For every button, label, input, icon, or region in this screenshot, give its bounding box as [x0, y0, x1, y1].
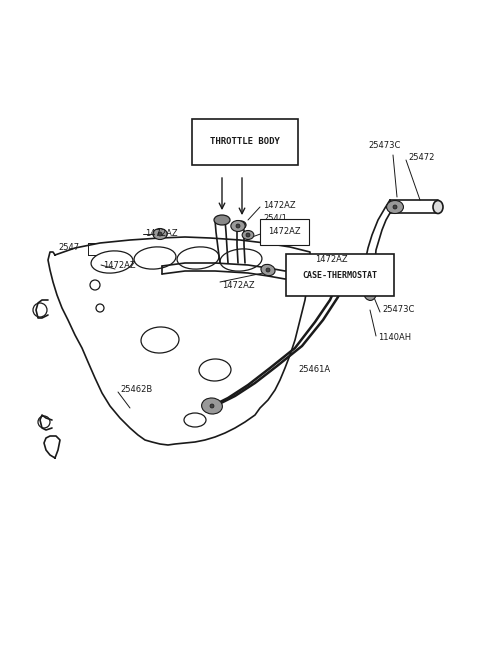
Circle shape — [298, 266, 302, 270]
Circle shape — [368, 290, 372, 294]
Text: 25462B: 25462B — [120, 386, 152, 394]
Ellipse shape — [293, 262, 307, 273]
Ellipse shape — [433, 200, 443, 214]
Text: 2547: 2547 — [58, 244, 79, 252]
Text: 25473C: 25473C — [382, 306, 414, 315]
Text: 254/1: 254/1 — [263, 214, 287, 223]
Circle shape — [393, 205, 397, 209]
Text: 25472: 25472 — [408, 154, 434, 162]
Circle shape — [236, 224, 240, 228]
Ellipse shape — [386, 200, 404, 214]
Ellipse shape — [261, 264, 275, 276]
Ellipse shape — [202, 398, 222, 414]
Ellipse shape — [231, 221, 245, 231]
Text: 1140AH: 1140AH — [378, 334, 411, 342]
Circle shape — [266, 268, 270, 272]
Text: 1472AZ: 1472AZ — [103, 260, 136, 269]
Ellipse shape — [236, 221, 246, 229]
Text: 1472AZ: 1472AZ — [315, 256, 348, 265]
Circle shape — [246, 233, 250, 237]
Text: CASE-THERMOSTAT: CASE-THERMOSTAT — [302, 271, 377, 279]
Ellipse shape — [153, 229, 167, 240]
Text: 25473C: 25473C — [368, 141, 400, 150]
Text: THROTTLE BODY: THROTTLE BODY — [210, 137, 280, 147]
Ellipse shape — [363, 284, 376, 300]
Circle shape — [158, 232, 162, 236]
Text: 1472AZ: 1472AZ — [145, 229, 178, 237]
Text: 1472AZ: 1472AZ — [222, 281, 254, 290]
Text: 25461A: 25461A — [298, 365, 330, 374]
Ellipse shape — [242, 231, 254, 240]
Circle shape — [210, 404, 214, 408]
Text: 1472AZ: 1472AZ — [263, 200, 296, 210]
Ellipse shape — [214, 215, 230, 225]
Text: 1472AZ: 1472AZ — [268, 227, 300, 237]
Ellipse shape — [358, 258, 372, 278]
